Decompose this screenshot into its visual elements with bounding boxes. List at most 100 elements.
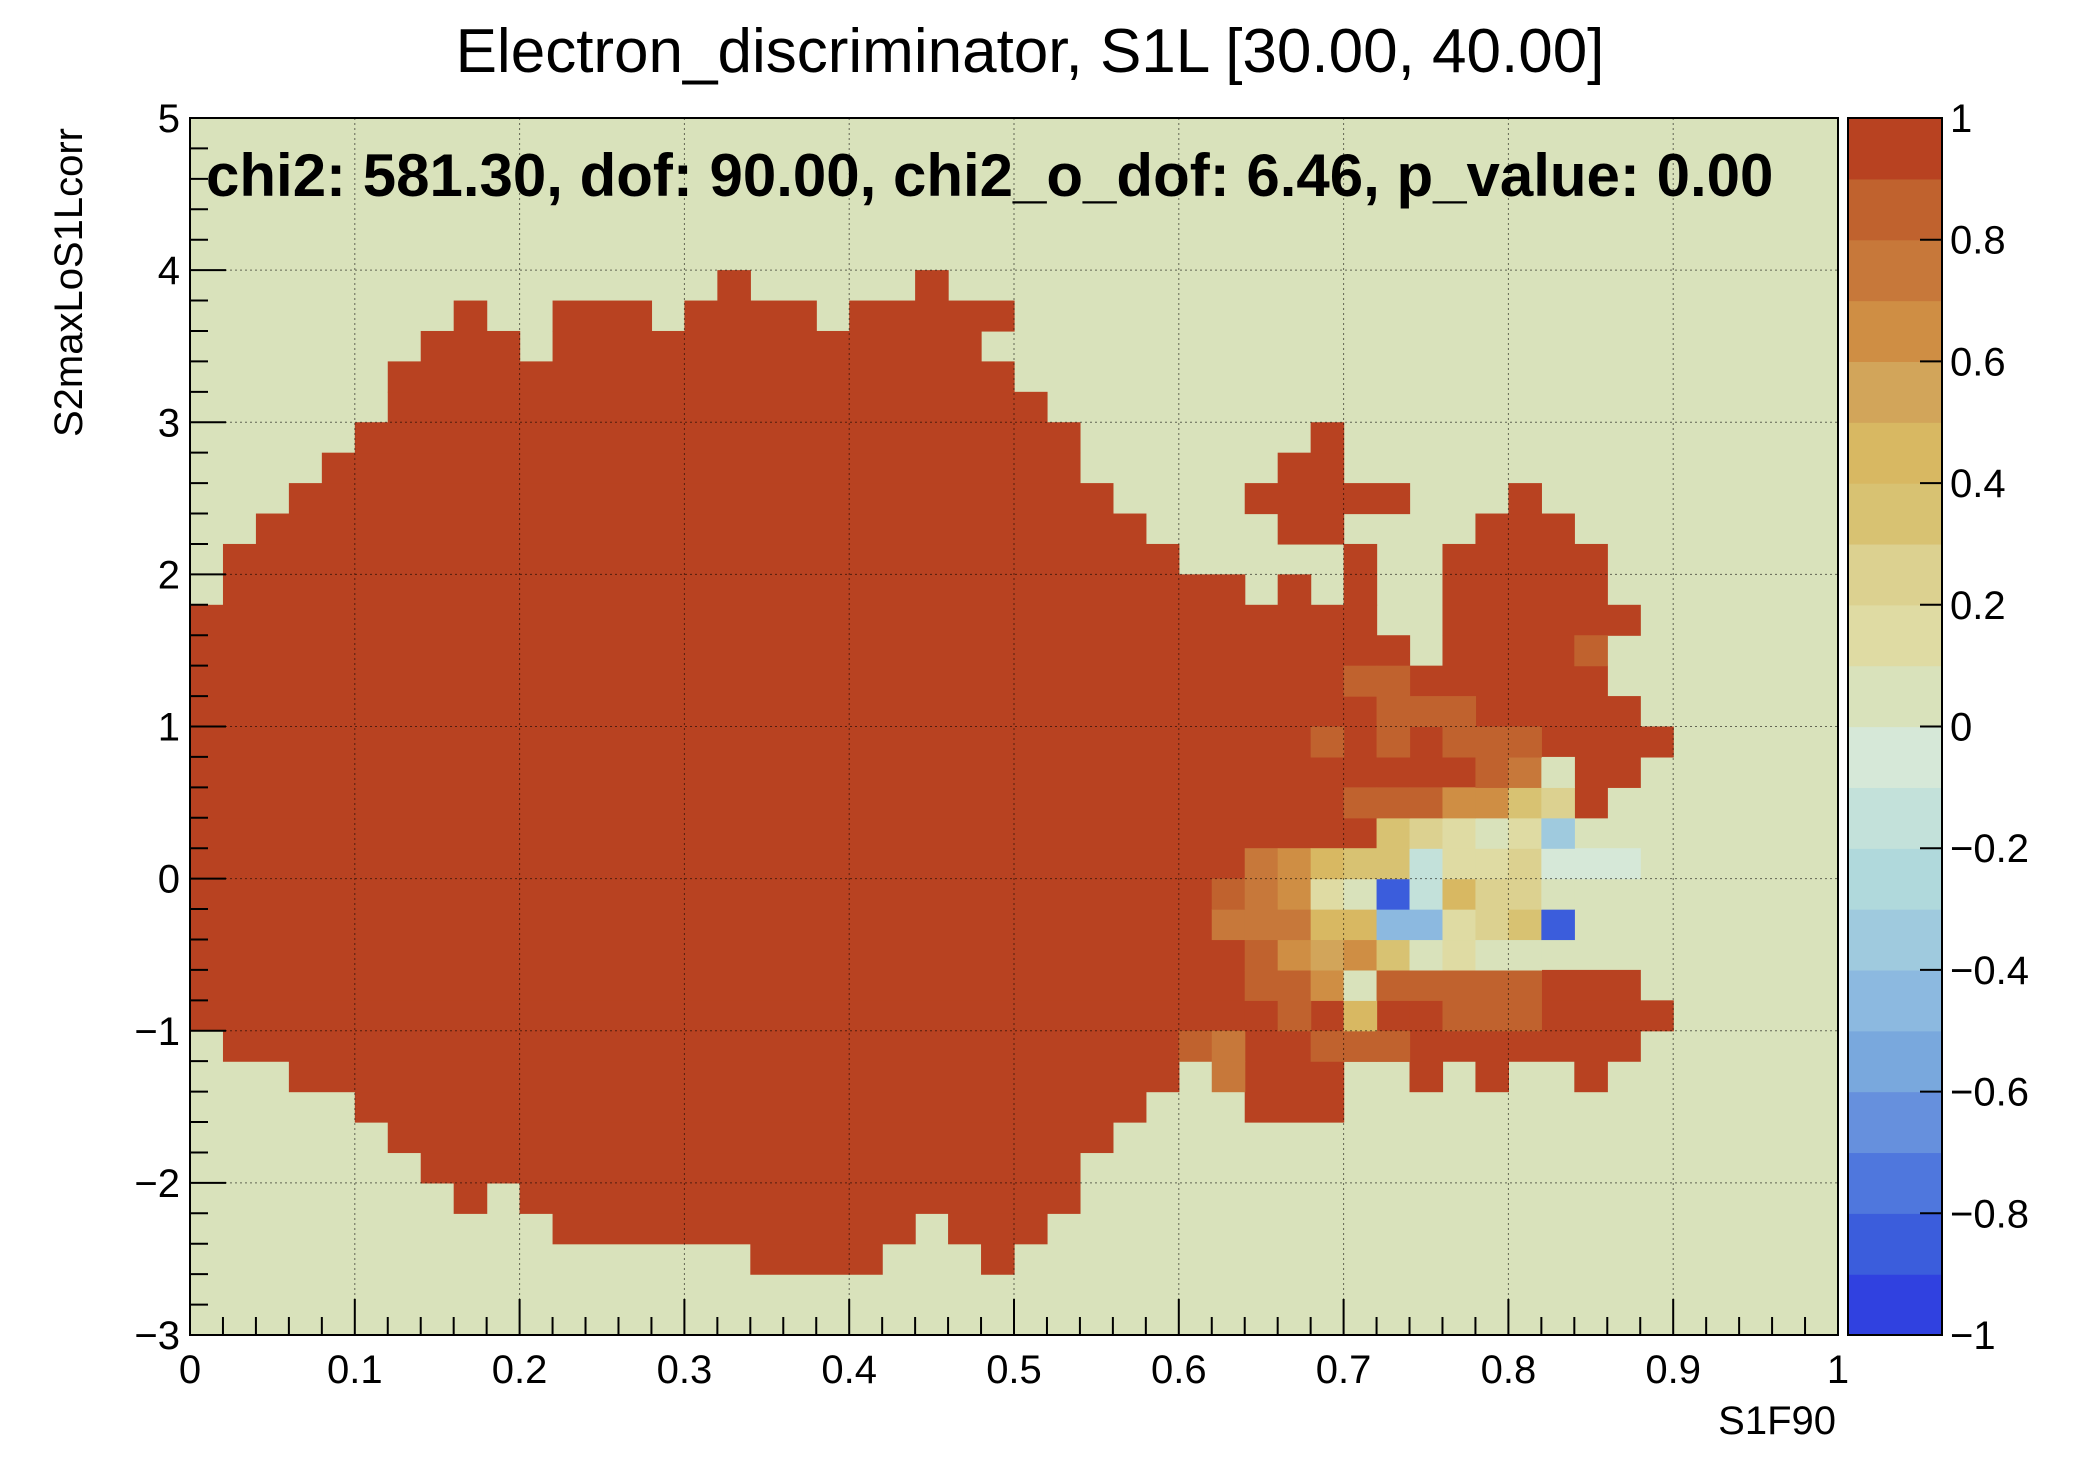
heatmap-cell xyxy=(1343,1030,1378,1062)
heatmap-cell xyxy=(1277,878,1312,910)
heatmap-cell xyxy=(1310,848,1345,880)
heatmap-cell xyxy=(1409,817,1444,849)
heatmap-cell xyxy=(1409,909,1444,941)
colorbar-band xyxy=(1848,422,1942,484)
y-tick-label: −1 xyxy=(134,1010,180,1054)
heatmap-cell xyxy=(1343,878,1378,910)
x-tick-label: 0.5 xyxy=(986,1348,1042,1392)
heatmap-cell-block xyxy=(222,1030,1180,1062)
heatmap-cell xyxy=(1376,878,1411,910)
heatmap-cell-block xyxy=(1508,483,1542,515)
y-tick-label: −2 xyxy=(134,1162,180,1206)
heatmap-cell xyxy=(1244,939,1279,971)
heatmap-cell xyxy=(1442,939,1477,971)
x-tick-label: 1 xyxy=(1827,1348,1849,1392)
heatmap-cell xyxy=(1541,878,1575,910)
heatmap-cell-block xyxy=(222,543,1180,575)
x-axis-label: S1F90 xyxy=(1718,1399,1836,1443)
heatmap-cell xyxy=(1376,787,1411,819)
heatmap-cell-block xyxy=(1277,513,1345,545)
y-tick-label: 4 xyxy=(158,249,180,293)
heatmap-cell-block xyxy=(1409,1061,1444,1093)
heatmap-cell xyxy=(1376,696,1411,728)
heatmap-cell xyxy=(1508,787,1542,819)
heatmap-cell-block xyxy=(1244,483,1411,515)
heatmap-cell xyxy=(1475,726,1509,758)
colorbar-tick-label: 0.4 xyxy=(1950,462,2006,506)
heatmap-cell-block xyxy=(1442,604,1641,636)
heatmap-cell xyxy=(1442,848,1477,880)
heatmap-cell xyxy=(1475,1000,1509,1032)
heatmap-cell xyxy=(1508,726,1542,758)
heatmap-cell xyxy=(1409,696,1444,728)
heatmap-cell xyxy=(1508,1000,1542,1032)
heatmap-cell xyxy=(1244,848,1279,880)
colorbar-tick-label: −0.4 xyxy=(1950,949,2029,993)
heatmap-cell xyxy=(1508,817,1542,849)
x-tick-label: 0.6 xyxy=(1151,1348,1207,1392)
heatmap-cell-block xyxy=(1277,574,1312,606)
heatmap-cell xyxy=(1376,1030,1411,1062)
colorbar-band xyxy=(1848,665,1942,728)
heatmap-cell xyxy=(1409,939,1444,971)
heatmap-cell-block xyxy=(288,1061,1180,1093)
heatmap-cell xyxy=(1310,726,1345,758)
y-axis-label: S2maxLoS1Lcorr xyxy=(47,128,91,437)
colorbar-band xyxy=(1848,483,1942,545)
heatmap-cell xyxy=(1442,726,1477,758)
heatmap-cell-block xyxy=(1574,1061,1608,1093)
heatmap-cell-block xyxy=(1244,1030,1641,1062)
x-tick-label: 0.7 xyxy=(1316,1348,1372,1392)
heatmap-cell-block xyxy=(552,300,653,332)
heatmap-cell xyxy=(1475,969,1509,1001)
colorbar-band xyxy=(1848,1152,1942,1214)
heatmap-cell xyxy=(1508,909,1542,941)
heatmap-cell-block xyxy=(190,756,1641,788)
heatmap-cell-block xyxy=(684,300,817,332)
heatmap-cell-block xyxy=(190,939,1246,971)
heatmap-cell xyxy=(1442,787,1477,819)
heatmap-cell-block xyxy=(717,270,751,302)
heatmap-cell xyxy=(1475,817,1509,849)
heatmap-cell-block xyxy=(190,878,1279,910)
y-tick-label: 3 xyxy=(158,401,180,445)
heatmap-cell xyxy=(1409,969,1444,1001)
heatmap-cell xyxy=(1376,665,1411,697)
y-tick-label: 5 xyxy=(158,97,180,141)
heatmap-cell xyxy=(1376,939,1411,971)
heatmap-cell xyxy=(1442,878,1477,910)
heatmap-cell-block xyxy=(1409,665,1608,697)
heatmap-cell-block xyxy=(981,1243,1015,1275)
heatmap-cell xyxy=(1244,878,1279,910)
colorbar-tick-label: 0.6 xyxy=(1950,340,2006,384)
heatmap-cell xyxy=(1277,939,1312,971)
x-tick-label: 0.1 xyxy=(327,1348,383,1392)
heatmap-cell xyxy=(1475,909,1509,941)
heatmap-cell-block xyxy=(453,1182,488,1214)
heatmap-cell-block xyxy=(849,300,1015,332)
heatmap-cell-block xyxy=(190,665,1378,697)
heatmap-cell xyxy=(1376,726,1411,758)
heatmap-cell xyxy=(1442,696,1477,728)
heatmap-cell xyxy=(1376,909,1411,941)
heatmap-cell-block xyxy=(552,1213,916,1245)
heatmap-cell xyxy=(1277,1000,1312,1032)
x-tick-label: 0.9 xyxy=(1645,1348,1701,1392)
heatmap-cell-block xyxy=(190,848,1378,880)
x-tick-label: 0 xyxy=(179,1348,201,1392)
heatmap-cell xyxy=(1409,878,1444,910)
colorbar-band xyxy=(1848,1091,1942,1154)
heatmap-cell xyxy=(1541,909,1575,941)
heatmap-cell xyxy=(1409,1000,1444,1032)
heatmap-cell-block xyxy=(1277,452,1345,484)
heatmap-cell xyxy=(1442,817,1477,849)
heatmap-cell-block xyxy=(1442,635,1575,667)
heatmap-cell xyxy=(1343,939,1378,971)
heatmap-cell-block xyxy=(354,422,1081,454)
heatmap-cell-block xyxy=(387,361,1015,393)
heatmap-cell-block xyxy=(255,513,1147,545)
heatmap-cell-block xyxy=(190,909,1246,941)
colorbar-tick-label: −1 xyxy=(1950,1314,1996,1358)
heatmap-cell xyxy=(1244,1000,1279,1032)
colorbar-band xyxy=(1848,118,1942,180)
